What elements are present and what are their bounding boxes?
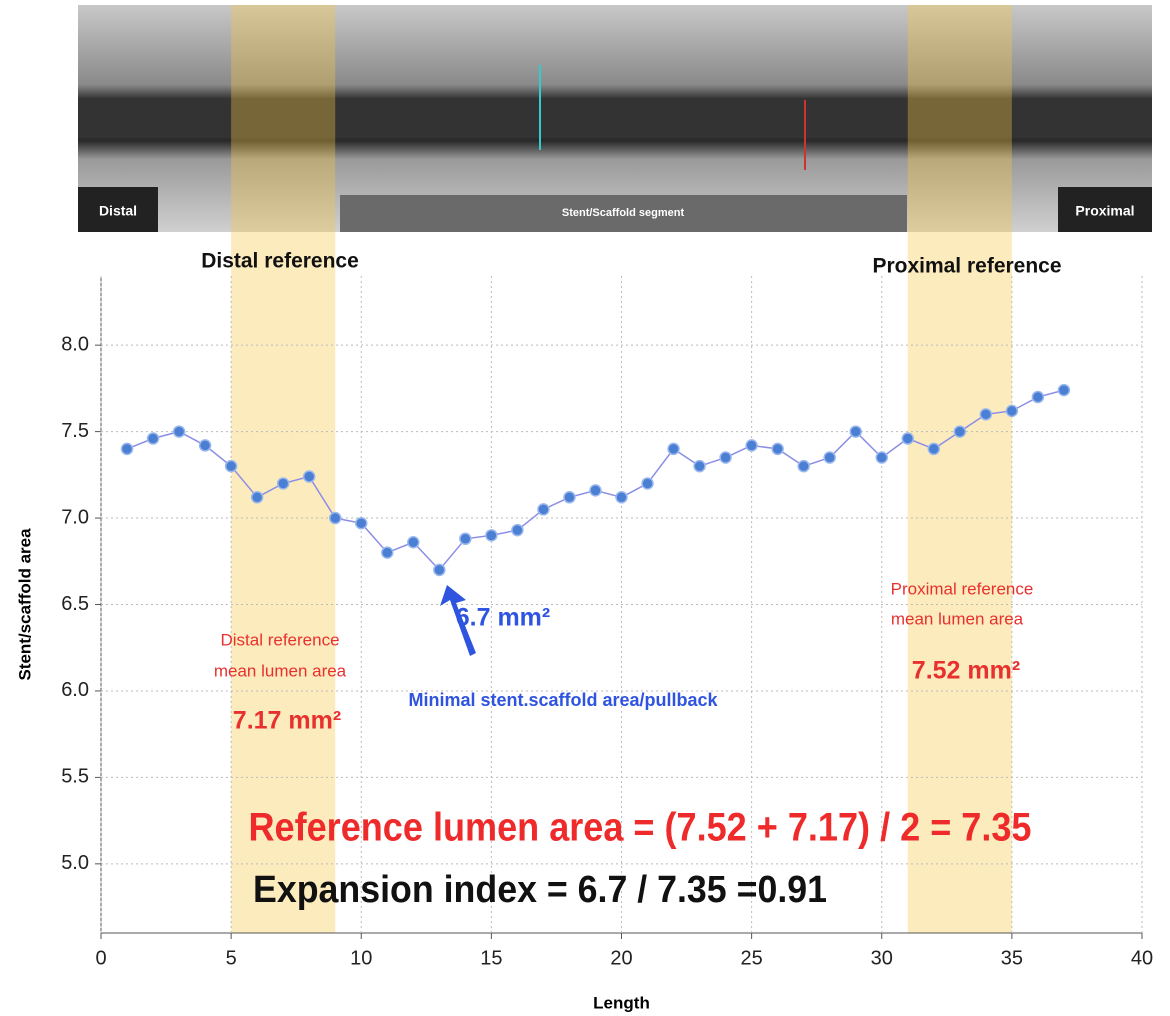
- point: [1032, 392, 1043, 403]
- x-tick-label: 0: [95, 947, 106, 969]
- figure: Distal Stent/Scaffold segment Proximal Dist…: [0, 0, 1170, 1016]
- reference-band: [231, 5, 335, 933]
- y-tick-label: 8.0: [61, 333, 89, 355]
- y-tick-label: 7.0: [61, 506, 89, 528]
- x-tick-label: 5: [226, 947, 237, 969]
- annotation: Proximal reference: [891, 579, 1034, 598]
- point: [1006, 405, 1017, 416]
- point: [876, 452, 887, 463]
- x-tick-label: 35: [1001, 947, 1023, 969]
- annotation: Reference lumen area = (7.52 + 7.17) / 2…: [249, 806, 1032, 850]
- x-tick-label: 20: [610, 947, 632, 969]
- annotation: mean lumen area: [214, 661, 347, 680]
- image-label: Proximal: [1075, 203, 1134, 219]
- point: [850, 426, 861, 437]
- point: [954, 426, 965, 437]
- point: [460, 533, 471, 544]
- point: [174, 426, 185, 437]
- point: [772, 443, 783, 454]
- point: [434, 564, 445, 575]
- annotation: Minimal stent.scaffold area/pullback: [408, 690, 718, 710]
- point: [564, 492, 575, 503]
- point: [200, 440, 211, 451]
- x-tick-label: 25: [741, 947, 763, 969]
- y-tick-label: 5.0: [61, 852, 89, 874]
- point: [590, 485, 601, 496]
- point: [746, 440, 757, 451]
- point: [408, 537, 419, 548]
- point: [278, 478, 289, 489]
- y-tick-label: 7.5: [61, 420, 89, 442]
- point: [980, 409, 991, 420]
- x-tick-label: 10: [350, 947, 372, 969]
- point: [512, 525, 523, 536]
- x-axis-label: Length: [593, 993, 650, 1012]
- annotation: 7.17 mm²: [233, 707, 341, 735]
- point: [148, 433, 159, 444]
- point: [252, 492, 263, 503]
- point: [226, 461, 237, 472]
- point: [642, 478, 653, 489]
- x-tick-label: 40: [1131, 947, 1153, 969]
- image-label: Distal: [99, 203, 137, 219]
- point: [824, 452, 835, 463]
- band-label: Distal reference: [201, 250, 359, 273]
- annotation: Expansion index = 6.7 / 7.35 =0.91: [253, 869, 827, 911]
- point: [720, 452, 731, 463]
- point: [538, 504, 549, 515]
- point: [356, 518, 367, 529]
- annotation: Distal reference: [220, 630, 339, 649]
- point: [616, 492, 627, 503]
- reference-band: [908, 5, 1012, 933]
- annotation: 6.7 mm²: [456, 604, 550, 632]
- x-tick-label: 15: [480, 947, 502, 969]
- x-tick-label: 30: [871, 947, 893, 969]
- image-label: Stent/Scaffold segment: [562, 207, 685, 219]
- y-tick-label: 5.5: [61, 766, 89, 788]
- annotation: mean lumen area: [891, 609, 1024, 628]
- point: [902, 433, 913, 444]
- point: [798, 461, 809, 472]
- point: [304, 471, 315, 482]
- y-tick-label: 6.5: [61, 593, 89, 615]
- band-label: Proximal reference: [872, 255, 1061, 278]
- point: [382, 547, 393, 558]
- point: [668, 443, 679, 454]
- point: [486, 530, 497, 541]
- annotation: 7.52 mm²: [912, 657, 1020, 685]
- y-tick-label: 6.0: [61, 679, 89, 701]
- y-axis-label: Stent/scaffold area: [15, 528, 34, 681]
- point: [1058, 385, 1069, 396]
- point: [122, 443, 133, 454]
- point: [928, 443, 939, 454]
- point: [694, 461, 705, 472]
- point: [330, 513, 341, 524]
